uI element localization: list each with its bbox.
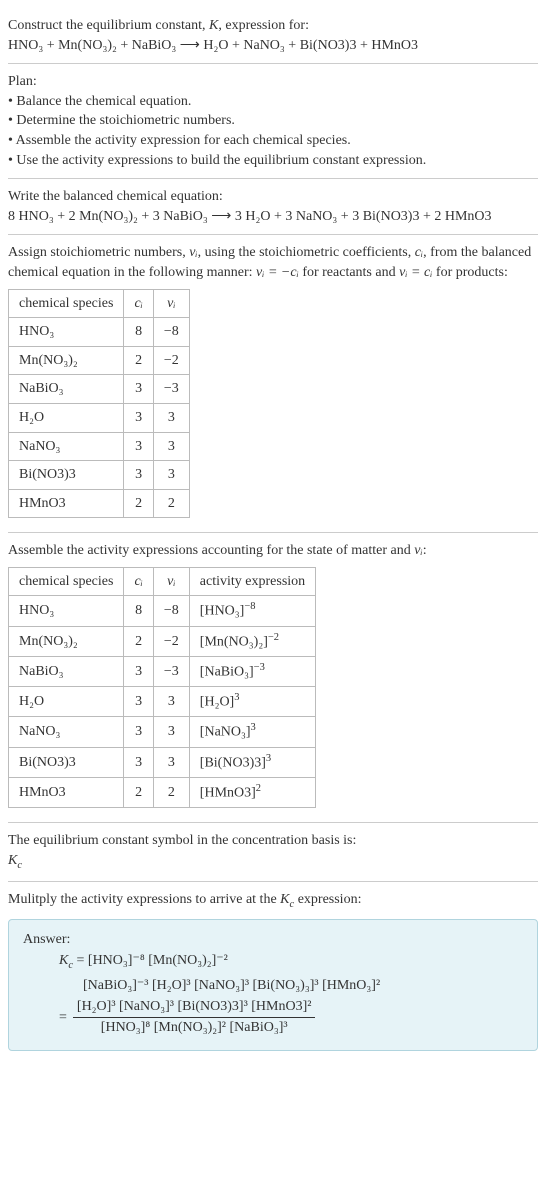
balanced-eq: 8 HNO₃ + 2 Mn(NO₃)₂ + 3 NaBiO₃ ⟶ 3 H₂O +… bbox=[8, 207, 538, 227]
activity-table: chemical species cᵢ νᵢ activity expressi… bbox=[8, 567, 316, 808]
activity-title: Assemble the activity expressions accoun… bbox=[8, 541, 538, 561]
table-row: H₂O33[H₂O]3 bbox=[9, 687, 316, 717]
stoich-intro: Assign stoichiometric numbers, νᵢ, using… bbox=[8, 243, 538, 282]
plan-section: Plan: • Balance the chemical equation. •… bbox=[8, 64, 538, 179]
stoich-section: Assign stoichiometric numbers, νᵢ, using… bbox=[8, 235, 538, 533]
table-row: Bi(NO3)333[Bi(NO3)3]3 bbox=[9, 747, 316, 777]
table-row: Mn(NO₃)₂2−2[Mn(NO₃)₂]−2 bbox=[9, 626, 316, 656]
plan-title: Plan: bbox=[8, 72, 538, 92]
balanced-section: Write the balanced chemical equation: 8 … bbox=[8, 179, 538, 235]
stoich-table: chemical species cᵢ νᵢ HNO₃8−8 Mn(NO₃)₂2… bbox=[8, 289, 190, 519]
table-row: NaNO₃33 bbox=[9, 432, 190, 461]
multiply-section: Mulitply the activity expressions to arr… bbox=[8, 882, 538, 1058]
plan-b4: • Use the activity expressions to build … bbox=[8, 151, 538, 171]
intro-section: Construct the equilibrium constant, K, e… bbox=[8, 8, 538, 64]
table-row: HNO₃8−8[HNO₃]−8 bbox=[9, 596, 316, 626]
intro-line: Construct the equilibrium constant, K, e… bbox=[8, 16, 538, 36]
intro-text-b: , expression for: bbox=[218, 18, 309, 33]
th-species: chemical species bbox=[9, 289, 124, 318]
table-header-row: chemical species cᵢ νᵢ activity expressi… bbox=[9, 567, 316, 596]
table-header-row: chemical species cᵢ νᵢ bbox=[9, 289, 190, 318]
table-row: H₂O33 bbox=[9, 403, 190, 432]
answer-line2: [NaBiO₃]⁻³ [H₂O]³ [NaNO₃]³ [Bi(NO₃)₃]³ [… bbox=[83, 976, 523, 996]
table-row: Bi(NO3)333 bbox=[9, 461, 190, 490]
table-row: NaBiO₃3−3 bbox=[9, 375, 190, 404]
activity-section: Assemble the activity expressions accoun… bbox=[8, 533, 538, 823]
intro-k: K bbox=[209, 18, 218, 33]
plan-b1: • Balance the chemical equation. bbox=[8, 92, 538, 112]
balanced-title: Write the balanced chemical equation: bbox=[8, 187, 538, 207]
table-row: HMnO322 bbox=[9, 489, 190, 518]
th-vi: νᵢ bbox=[153, 289, 189, 318]
frac-num: [H₂O]³ [NaNO₃]³ [Bi(NO3)3]³ [HMnO3]² bbox=[73, 997, 316, 1018]
table-row: NaBiO₃3−3[NaBiO₃]−3 bbox=[9, 656, 316, 686]
plan-b3: • Assemble the activity expression for e… bbox=[8, 131, 538, 151]
equals-sign: = bbox=[59, 1008, 67, 1028]
frac-den: [HNO₃]⁸ [Mn(NO₃)₂]² [NaBiO₃]³ bbox=[73, 1018, 316, 1038]
answer-label: Answer: bbox=[23, 930, 523, 950]
intro-equation: HNO₃ + Mn(NO₃)₂ + NaBiO₃ ⟶ H₂O + NaNO₃ +… bbox=[8, 36, 538, 56]
kc-symbol-title: The equilibrium constant symbol in the c… bbox=[8, 831, 538, 851]
table-row: NaNO₃33[NaNO₃]3 bbox=[9, 717, 316, 747]
answer-fraction: [H₂O]³ [NaNO₃]³ [Bi(NO3)3]³ [HMnO3]² [HN… bbox=[73, 997, 316, 1037]
kc-symbol: Kc bbox=[8, 851, 538, 873]
table-row: HNO₃8−8 bbox=[9, 318, 190, 347]
answer-frac-line: = [H₂O]³ [NaNO₃]³ [Bi(NO3)3]³ [HMnO3]² [… bbox=[59, 997, 523, 1037]
multiply-title: Mulitply the activity expressions to arr… bbox=[8, 890, 538, 912]
kc-symbol-section: The equilibrium constant symbol in the c… bbox=[8, 823, 538, 882]
th-ci: cᵢ bbox=[124, 289, 153, 318]
table-row: Mn(NO₃)₂2−2 bbox=[9, 346, 190, 375]
answer-line1: Kc = [HNO₃]⁻⁸ [Mn(NO₃)₂]⁻² bbox=[59, 951, 523, 973]
answer-box: Answer: Kc = [HNO₃]⁻⁸ [Mn(NO₃)₂]⁻² [NaBi… bbox=[8, 919, 538, 1051]
intro-text-a: Construct the equilibrium constant, bbox=[8, 18, 209, 33]
plan-b2: • Determine the stoichiometric numbers. bbox=[8, 111, 538, 131]
table-row: HMnO322[HMnO3]2 bbox=[9, 777, 316, 807]
